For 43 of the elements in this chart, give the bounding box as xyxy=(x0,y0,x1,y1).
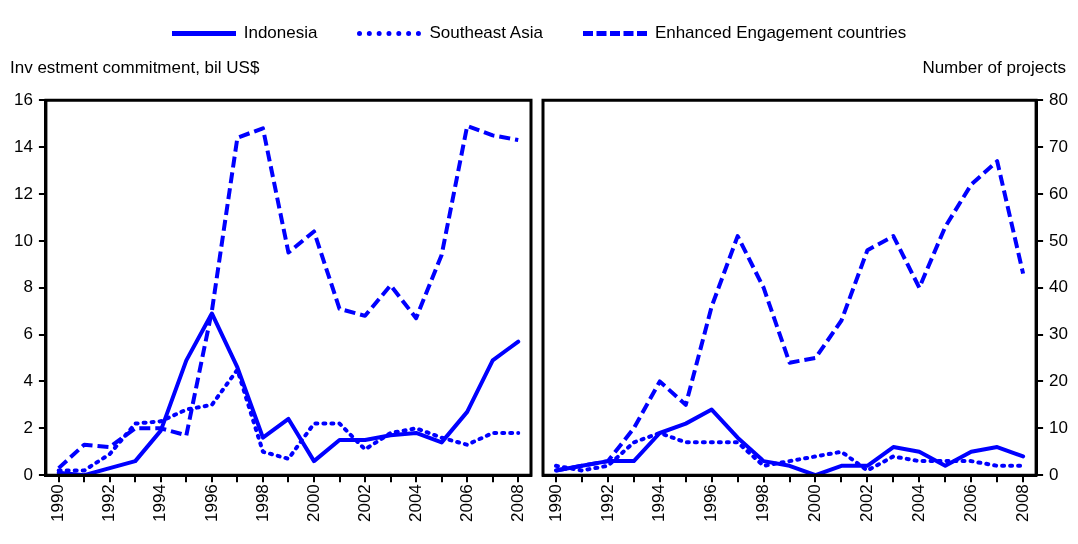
y2-tick-label: 40 xyxy=(1049,277,1069,297)
x-tick-label: 2006 xyxy=(456,484,476,523)
x-tick-label: 1990 xyxy=(545,484,565,523)
legend-label: Enhanced Engagement countries xyxy=(654,23,907,43)
y2-tick-label: 70 xyxy=(1049,136,1069,156)
x-tick-label: 1992 xyxy=(597,484,617,523)
x-tick-label: 2008 xyxy=(1012,484,1032,523)
y-tick-label: 2 xyxy=(23,418,33,437)
x-tick-label: 1996 xyxy=(701,484,721,523)
y-tick-label: 8 xyxy=(23,277,33,297)
y-axis-title: Inv estment commitment, bil US$ xyxy=(10,58,260,78)
legend-label: Indonesia xyxy=(243,23,318,43)
y-tick-label: 12 xyxy=(13,183,33,203)
y2-tick-label: 0 xyxy=(1049,464,1059,484)
legend-label: Southeast Asia xyxy=(429,23,543,43)
x-tick-label: 2002 xyxy=(857,484,877,523)
y-tick-label: 14 xyxy=(13,136,33,156)
y-tick-label: 4 xyxy=(23,371,33,391)
y2-axis-title: Number of projects xyxy=(922,58,1066,78)
y-tick-label: 6 xyxy=(23,324,33,344)
y-tick-label: 0 xyxy=(23,464,33,484)
x-tick-label: 1998 xyxy=(252,484,272,523)
y2-tick-label: 60 xyxy=(1049,183,1069,203)
x-tick-label: 1990 xyxy=(48,484,68,523)
y2-tick-label: 80 xyxy=(1049,89,1069,109)
y-tick-label: 10 xyxy=(13,230,33,250)
x-tick-label: 2004 xyxy=(908,484,928,523)
x-tick-label: 2002 xyxy=(354,484,374,523)
x-tick-label: 2004 xyxy=(405,484,425,523)
x-tick-label: 1992 xyxy=(99,484,119,523)
y2-tick-label: 10 xyxy=(1049,418,1069,437)
x-tick-label: 1998 xyxy=(753,484,773,523)
y-tick-label: 16 xyxy=(13,89,33,109)
x-tick-label: 1994 xyxy=(649,484,669,523)
x-tick-label: 2000 xyxy=(303,484,323,523)
y2-tick-label: 50 xyxy=(1049,230,1069,250)
x-tick-label: 1996 xyxy=(201,484,221,523)
x-tick-label: 1994 xyxy=(150,484,170,523)
y2-tick-label: 20 xyxy=(1049,371,1069,391)
x-tick-label: 2006 xyxy=(960,484,980,523)
x-tick-label: 2000 xyxy=(805,484,825,523)
y2-tick-label: 30 xyxy=(1049,324,1069,344)
x-tick-label: 2008 xyxy=(507,484,527,523)
